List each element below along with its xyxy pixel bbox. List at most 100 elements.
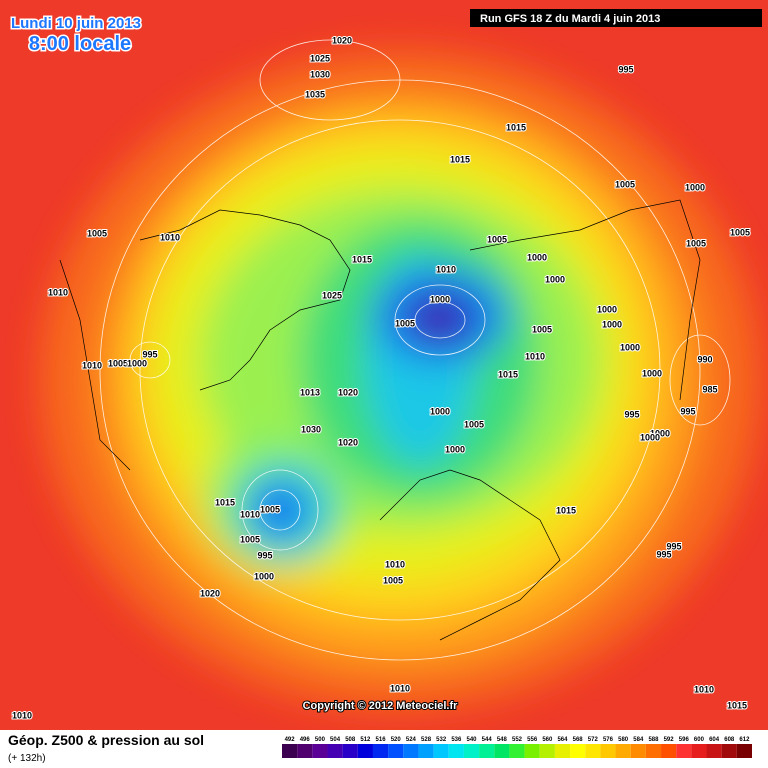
isobar-label: 1020: [332, 35, 352, 45]
legend-value: 528: [421, 737, 432, 743]
isobar-label: 1005: [240, 534, 260, 544]
legend-value: 500: [315, 737, 326, 743]
legend-value: 520: [391, 737, 402, 743]
isobar-label: 1015: [498, 369, 518, 379]
isobar-label: 1010: [82, 360, 102, 370]
legend-swatch: [479, 744, 495, 758]
legend-swatch: [585, 744, 601, 758]
isobar-label: 1000: [527, 252, 547, 262]
legend-swatch: [539, 744, 555, 758]
legend-swatch: [297, 744, 313, 758]
isobar-label: 1005: [615, 179, 635, 189]
legend-value: 544: [482, 737, 493, 743]
legend-swatch: [388, 744, 404, 758]
geopotential-field: [40, 50, 760, 710]
legend-value: 604: [709, 737, 720, 743]
legend-value: 496: [300, 737, 311, 743]
isobar-label: 1010: [436, 264, 456, 274]
isobar-label: 1000: [620, 342, 640, 352]
legend-value: 580: [618, 737, 629, 743]
legend-swatch: [327, 744, 343, 758]
legend-value: 524: [406, 737, 417, 743]
isobar-label: 1010: [385, 559, 405, 569]
copyright: Copyright © 2012 Meteociel.fr: [303, 700, 459, 712]
isobar-label: 990: [697, 354, 712, 364]
legend-swatch: [630, 744, 646, 758]
date: Lundi 10 juin 2013: [11, 15, 141, 32]
isobar-label: 1015: [506, 122, 526, 132]
legend-value: 536: [451, 737, 462, 743]
legend-swatch: [448, 744, 464, 758]
isobar-label: 1015: [352, 254, 372, 264]
isobar-label: 1010: [390, 683, 410, 693]
isobar-label: 1000: [127, 358, 147, 368]
legend-swatch: [645, 744, 662, 758]
isobar-label: 995: [618, 64, 633, 74]
isobar-label: 1005: [730, 227, 750, 237]
legend-swatch: [676, 744, 692, 758]
legend-value: 608: [724, 737, 735, 743]
legend-swatch: [372, 744, 389, 758]
isobar-label: 1005: [395, 318, 415, 328]
isobar-label: 995: [680, 406, 695, 416]
isobar-label: 1030: [310, 69, 330, 79]
legend-swatch: [494, 744, 510, 758]
run-info: Run GFS 18 Z du Mardi 4 juin 2013: [480, 13, 660, 25]
isobar-label: 1010: [694, 684, 714, 694]
isobar-label: 995: [666, 541, 681, 551]
legend-value: 516: [376, 737, 387, 743]
isobar-label: 1013: [300, 387, 320, 397]
legend-swatch: [403, 744, 419, 758]
legend-value: 532: [436, 737, 447, 743]
legend-value: 588: [648, 737, 659, 743]
isobar-label: 1010: [160, 232, 180, 242]
isobar-label: 1025: [310, 53, 330, 63]
isobar-label: 1015: [215, 497, 235, 507]
legend-lead: (+ 132h): [8, 753, 46, 764]
legend-value: 576: [603, 737, 614, 743]
color-scale: 492 496 500 504 508 512 516 520 524 528 532 536 540 5…: [282, 737, 752, 758]
isobar-label: 995: [142, 349, 157, 359]
run-box: [470, 9, 762, 27]
isobar-label: 1035: [305, 89, 325, 99]
isobar-label: 1005: [464, 419, 484, 429]
isobar-label: 1000: [597, 304, 617, 314]
isobar-label: 1020: [200, 588, 220, 598]
legend-value: 568: [573, 737, 584, 743]
isobar-label: 1015: [556, 505, 576, 515]
isobar-label: 1000: [602, 319, 622, 329]
isobar-label: 1020: [338, 387, 358, 397]
legend-swatch: [554, 744, 571, 758]
isobar-label: 995: [257, 550, 272, 560]
legend-swatch: [418, 744, 434, 758]
legend-value: 556: [527, 737, 538, 743]
isobar-label: 1010: [48, 287, 68, 297]
isobar-label: 1005: [383, 575, 403, 585]
isobar-label: 1030: [301, 424, 321, 434]
isobar-label: 1000: [445, 444, 465, 454]
legend-value: 540: [467, 737, 478, 743]
isobar-label: 1005: [108, 358, 128, 368]
isobar-label: 1000: [650, 428, 670, 438]
legend-value: 504: [330, 737, 341, 743]
legend-value: 548: [497, 737, 508, 743]
isobar-label: 1000: [430, 294, 450, 304]
isobar-label: 1005: [487, 234, 507, 244]
legend-swatch: [433, 744, 449, 758]
isobar-label: 1015: [450, 154, 470, 164]
legend-swatch: [312, 744, 328, 758]
legend-value: 600: [694, 737, 705, 743]
isobar-label: 1000: [685, 182, 705, 192]
legend-swatch: [615, 744, 631, 758]
isobar-label: 1010: [525, 351, 545, 361]
legend-swatch: [736, 744, 752, 758]
legend-value: 560: [542, 737, 553, 743]
isobar-label: 1000: [254, 571, 274, 581]
isobars: [99, 39, 731, 661]
legend-title: Géop. Z500 & pression au sol: [8, 732, 204, 748]
legend-value: 584: [633, 737, 644, 743]
isobar-label: 1005: [87, 228, 107, 238]
legend-swatch: [706, 744, 722, 758]
isobar-label: 1000: [545, 274, 565, 284]
